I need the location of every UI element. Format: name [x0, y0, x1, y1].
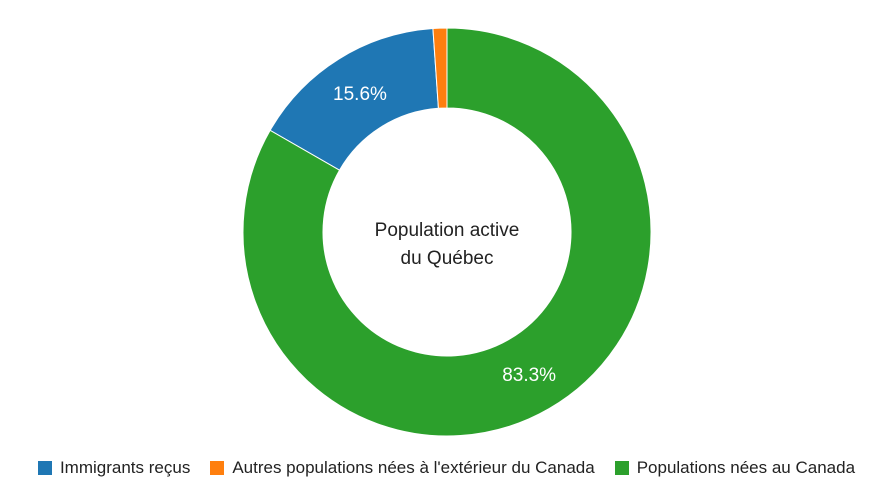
- legend-label: Autres populations nées à l'extérieur du…: [232, 458, 595, 477]
- legend-swatch: [210, 461, 225, 475]
- legend-item-autres[interactable]: Autres populations nées à l'extérieur du…: [210, 458, 595, 478]
- legend: Immigrants reçus Autres populations nées…: [0, 455, 893, 481]
- center-label-line-1: Population active: [375, 220, 520, 241]
- slice-label-0: 15.6%: [333, 84, 387, 105]
- donut-slice-2[interactable]: [242, 27, 652, 437]
- legend-label: Populations nées au Canada: [636, 458, 856, 477]
- legend-swatch: [614, 461, 629, 475]
- slice-label-2: 83.3%: [502, 365, 556, 386]
- legend-swatch: [37, 461, 52, 475]
- legend-label: Immigrants reçus: [59, 458, 191, 477]
- donut-slices: [242, 27, 652, 437]
- legend-item-immigrants[interactable]: Immigrants reçus: [37, 458, 191, 478]
- legend-item-canada[interactable]: Populations nées au Canada: [614, 458, 856, 478]
- donut-chart: 15.6% 83.3% Population active du Québec: [242, 27, 652, 437]
- center-label-line-2: du Québec: [401, 248, 494, 269]
- slice-labels: 15.6% 83.3%: [333, 84, 556, 386]
